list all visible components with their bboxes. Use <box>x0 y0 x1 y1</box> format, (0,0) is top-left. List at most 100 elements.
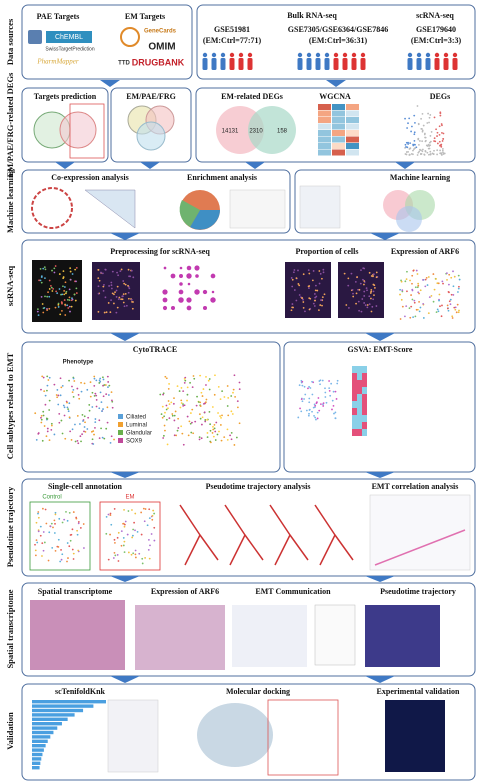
cell-dot <box>58 421 61 424</box>
cell-dot <box>101 436 104 439</box>
volcano-dot <box>441 149 444 152</box>
gsva-cell <box>362 373 367 380</box>
cell-dot <box>159 393 162 396</box>
cell-dot <box>433 288 436 291</box>
cell-dot <box>365 287 368 290</box>
cell-dot <box>103 311 106 314</box>
cell-dot <box>120 544 123 547</box>
cell-dot <box>368 303 371 306</box>
volcano-dot <box>436 153 439 156</box>
cell-dot <box>370 310 373 313</box>
cell-dot <box>41 375 44 378</box>
cell-dot <box>87 416 90 419</box>
cell-dot <box>50 286 53 289</box>
cell-dot <box>424 285 427 288</box>
cell-dot <box>94 426 96 429</box>
cell-dot <box>220 439 223 442</box>
cell-dot <box>446 278 448 281</box>
cell-dot <box>374 287 376 289</box>
cell-dot <box>419 306 422 309</box>
cell-dot <box>400 298 403 301</box>
cell-dot <box>47 379 50 381</box>
cell-dot <box>70 305 73 308</box>
cell-dot <box>182 403 184 406</box>
cell-dot <box>48 399 51 402</box>
arrow <box>100 80 120 87</box>
heatmap-cell <box>318 130 331 136</box>
cell-dot <box>61 293 64 296</box>
cell-dot <box>448 300 451 303</box>
volcano-dot <box>424 140 427 143</box>
cell-dot <box>140 511 143 514</box>
knockout-bar <box>32 748 44 752</box>
volcano-dot <box>440 152 443 155</box>
cell-dot <box>44 277 46 280</box>
gsva-cell <box>362 415 367 422</box>
cell-dot <box>439 305 441 308</box>
dot-plot-dot <box>178 297 184 303</box>
cell-dot <box>37 530 40 533</box>
volcano-dot <box>406 127 408 129</box>
group-label: Control <box>42 495 61 501</box>
cell-dot <box>72 511 75 513</box>
cell-dot <box>141 562 144 565</box>
person-body <box>407 58 413 70</box>
cell-dot <box>71 385 73 388</box>
cell-dot <box>186 415 189 418</box>
cell-dot <box>44 394 47 397</box>
gsva-cell <box>357 394 362 401</box>
cell-dot <box>43 306 46 309</box>
cell-dot <box>60 558 63 561</box>
cell-dot <box>76 529 78 532</box>
wgcna-heatmap <box>318 104 359 156</box>
venn-circle <box>136 121 166 151</box>
cell-dot <box>413 299 416 302</box>
knockout-bars <box>32 699 159 773</box>
cell-dot <box>149 544 151 547</box>
cell-dot <box>110 284 113 287</box>
venn-circle <box>248 106 296 154</box>
cell-dot <box>295 277 298 280</box>
knockout-bar <box>32 713 75 717</box>
umap-dots <box>34 265 461 565</box>
gsva-cell <box>357 380 362 387</box>
cell-dot <box>411 289 414 292</box>
cell-dot <box>116 306 119 309</box>
cell-dot <box>357 288 359 291</box>
cell-dot <box>67 557 69 559</box>
trajectory-line <box>224 504 264 566</box>
cell-dot <box>122 537 125 539</box>
cell-dot <box>74 423 76 426</box>
cell-dot <box>409 279 411 282</box>
cell-dot <box>172 402 175 405</box>
cell-dot <box>59 560 62 563</box>
cell-dot <box>198 413 201 416</box>
cell-dot <box>102 285 105 288</box>
correlation-plot <box>369 494 471 571</box>
cell-dot <box>40 388 42 391</box>
cell-dot <box>130 298 133 301</box>
volcano-dot <box>408 117 411 120</box>
cell-dot <box>317 397 320 399</box>
cell-dot <box>201 416 204 419</box>
person-body <box>202 58 208 70</box>
volcano-dot <box>418 140 421 142</box>
knockout-bar <box>32 717 68 721</box>
cell-dot <box>63 518 66 521</box>
cell-dot <box>68 299 71 302</box>
volcano-dot <box>412 144 415 147</box>
cell-dot <box>447 290 450 293</box>
cell-dot <box>441 280 444 283</box>
cell-dot <box>82 420 84 422</box>
cell-dot <box>416 273 419 275</box>
cell-dot <box>238 388 241 391</box>
cell-dot <box>73 293 76 296</box>
cell-dot <box>81 433 84 436</box>
cell-dot <box>117 274 120 277</box>
cell-dot <box>199 401 202 404</box>
volcano-dot <box>413 131 416 134</box>
cell-dot <box>175 434 178 437</box>
volcano-dot <box>429 140 432 143</box>
volcano-dot <box>433 137 436 140</box>
